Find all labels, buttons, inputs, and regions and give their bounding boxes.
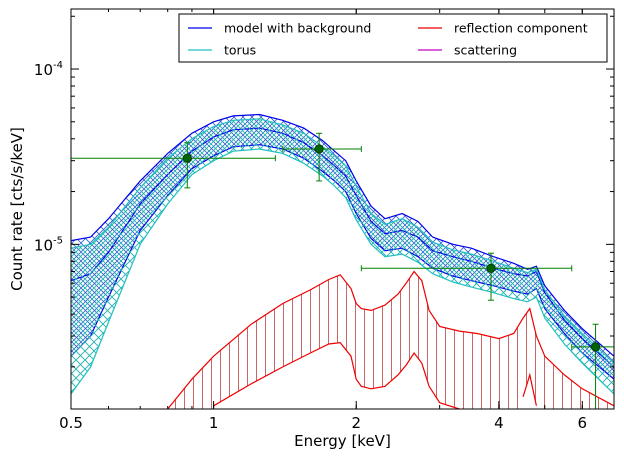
x-tick-label: 1 (209, 414, 219, 432)
legend-entry-reflection-component: reflection component (418, 21, 588, 36)
data-marker (486, 263, 496, 273)
x-axis-label: Energy [keV] (294, 432, 391, 450)
legend-box (178, 13, 608, 63)
plot-area (71, 113, 614, 409)
legend-label: torus (224, 43, 256, 58)
x-tick-label: 6 (578, 414, 588, 432)
reflection-component-upper-line (167, 270, 614, 409)
x-tick-label: 4 (494, 414, 504, 432)
data-point (571, 323, 614, 409)
series-torus (71, 118, 614, 395)
y-tick-label: 10-5 (34, 235, 63, 254)
y-tick-label: 10-4 (34, 60, 63, 79)
legend-entry-scattering: scattering (418, 43, 517, 58)
data-marker (314, 144, 324, 154)
data-marker (182, 153, 192, 163)
torus-band (71, 118, 614, 395)
torus-upper-line (71, 118, 614, 364)
legend-entry-model-with-background: model with background (188, 21, 371, 36)
series-reflection-component (167, 270, 614, 409)
y-axis-label: Count rate [cts/s/keV] (8, 127, 26, 291)
reflection-component-lower-line (213, 341, 537, 409)
legend-entry-torus: torus (188, 43, 256, 58)
data-point (71, 142, 276, 189)
x-tick-label: 0.5 (59, 414, 83, 432)
legend: model with background reflection componen… (178, 13, 608, 63)
legend-label: scattering (454, 43, 517, 58)
torus-lower-line (71, 148, 614, 395)
data-marker (590, 342, 601, 352)
plot-frame (70, 8, 615, 410)
legend-label: model with background (224, 21, 371, 36)
legend-label: reflection component (454, 21, 588, 36)
data-point (360, 252, 573, 301)
axes: 0.5 1 2 4 6 10-5 10-4 Energy [keV] Count rate [c… (8, 9, 615, 450)
x-tick-label: 2 (351, 414, 361, 432)
data-points (71, 132, 614, 409)
data-point (282, 132, 362, 182)
